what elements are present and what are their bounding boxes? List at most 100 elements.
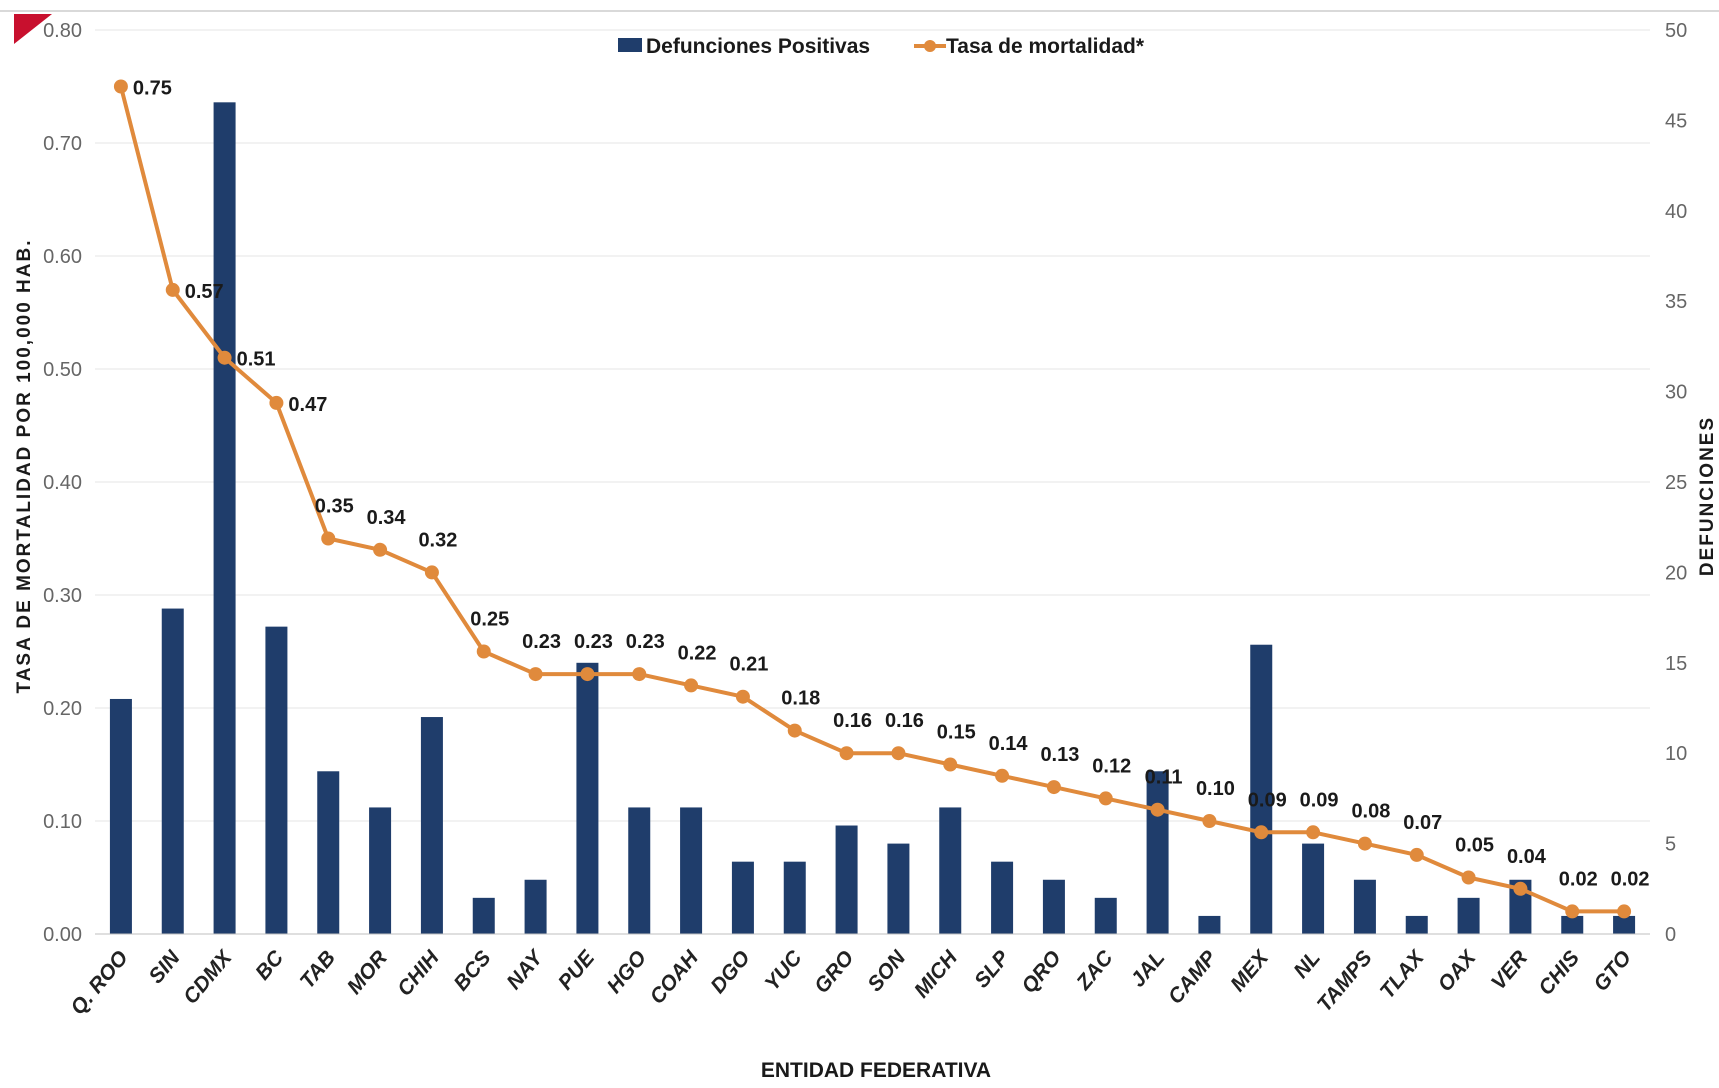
y-axis-left-title: TASA DE MORTALIDAD POR 100,000 HAB.	[14, 239, 35, 694]
data-label: 0.34	[367, 507, 407, 529]
bar	[1198, 915, 1221, 934]
line-point	[165, 282, 180, 297]
bar	[628, 807, 651, 934]
bar	[1457, 897, 1480, 934]
y-left-tick-label: 0.30	[43, 585, 82, 607]
legend: Defunciones Positivas Tasa de mortalidad…	[618, 35, 1145, 58]
data-label: 0.18	[781, 688, 820, 710]
data-label: 0.02	[1611, 868, 1650, 890]
line-point	[373, 542, 388, 557]
bar	[1613, 915, 1636, 934]
line-point	[1357, 836, 1372, 851]
data-label: 0.57	[185, 281, 224, 303]
line-point	[632, 667, 647, 682]
data-label: 0.21	[729, 654, 768, 676]
legend-line-label: Tasa de mortalidad*	[946, 35, 1145, 58]
y-right-tick-label: 10	[1665, 743, 1687, 765]
bar	[991, 861, 1014, 934]
data-label: 0.16	[833, 710, 872, 732]
data-label: 0.07	[1403, 812, 1442, 834]
data-label: 0.23	[522, 631, 561, 653]
y-right-tick-label: 20	[1665, 562, 1687, 584]
line-point	[1098, 791, 1113, 806]
line-point	[528, 667, 543, 682]
data-labels: 0.75 0.57 0.51 0.47 0.35 0.34 0.32 0.25 0.23 0.23…	[133, 78, 1650, 891]
legend-bar-label: Defunciones Positivas	[646, 35, 870, 58]
line-point	[321, 531, 336, 546]
data-label: 0.23	[626, 631, 665, 653]
data-label: 0.22	[678, 642, 717, 664]
data-label: 0.12	[1092, 755, 1131, 777]
y-left-tick-label: 0.50	[43, 359, 82, 381]
y-right-tick-label: 35	[1665, 291, 1687, 313]
data-label: 0.25	[470, 609, 509, 631]
line-point	[735, 689, 750, 704]
bar	[420, 717, 443, 934]
data-label: 0.14	[989, 733, 1029, 755]
data-label: 0.51	[237, 349, 276, 371]
bar	[1094, 897, 1117, 934]
x-axis-title: ENTIDAD FEDERATIVA	[761, 1059, 991, 1082]
y-left-tick-label: 0.40	[43, 472, 82, 494]
bar	[835, 825, 858, 934]
data-label: 0.11	[1145, 767, 1183, 789]
bar	[369, 807, 392, 934]
bar	[1353, 879, 1376, 934]
bar	[213, 102, 236, 934]
line-point	[476, 644, 491, 659]
line-point	[1565, 904, 1580, 919]
bar	[680, 807, 703, 934]
line-point	[1306, 825, 1321, 840]
y-left-tick-label: 0.20	[43, 698, 82, 720]
y-left-tick-label: 0.60	[43, 246, 82, 268]
bar	[731, 861, 754, 934]
bar	[783, 861, 806, 934]
legend-line-marker	[924, 40, 936, 52]
data-label: 0.05	[1455, 835, 1494, 857]
line-point	[1150, 802, 1165, 817]
y-axis-right-title: DEFUNCIONES	[1697, 416, 1718, 576]
line-point	[217, 350, 232, 365]
line-point	[787, 723, 802, 738]
line-point	[424, 565, 439, 580]
line-point	[1513, 881, 1528, 896]
bar	[109, 698, 132, 934]
y-right-tick-label: 0	[1665, 924, 1676, 946]
data-label: 0.04	[1507, 846, 1547, 868]
line-point	[943, 757, 958, 772]
y-left-tick-label: 0.10	[43, 811, 82, 833]
data-label: 0.09	[1300, 789, 1339, 811]
data-label: 0.75	[133, 78, 172, 100]
data-label: 0.23	[574, 631, 613, 653]
line-series	[113, 79, 1632, 919]
bar	[161, 608, 184, 934]
line-point	[1409, 847, 1424, 862]
y-right-tick-label: 40	[1665, 201, 1687, 223]
corner-logo-mark	[14, 14, 52, 44]
data-label: 0.08	[1351, 801, 1390, 823]
line-point	[1617, 904, 1632, 919]
bar	[317, 771, 340, 934]
bar	[1042, 879, 1065, 934]
data-label: 0.10	[1196, 778, 1235, 800]
y-left-tick-label: 0.80	[43, 20, 82, 42]
bar	[887, 843, 910, 934]
data-label: 0.09	[1248, 789, 1287, 811]
y-right-tick-label: 45	[1665, 110, 1687, 132]
line-point	[1202, 814, 1217, 828]
y-right-tick-label: 50	[1665, 20, 1687, 42]
bar	[1302, 843, 1325, 934]
data-label: 0.15	[937, 722, 976, 744]
data-label: 0.13	[1040, 744, 1079, 766]
line-point	[684, 678, 699, 693]
bar	[1146, 771, 1169, 934]
line-point	[1461, 870, 1476, 885]
bar	[1250, 644, 1273, 934]
line-point	[580, 667, 595, 682]
bar	[524, 879, 547, 934]
bar	[265, 626, 288, 934]
bar	[1405, 915, 1428, 934]
mortality-rate-line	[118, 86, 1625, 914]
